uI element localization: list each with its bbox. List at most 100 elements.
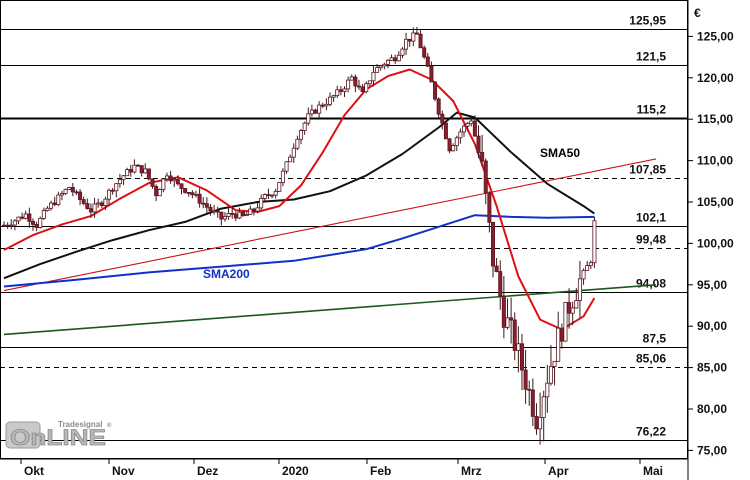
candle-body-129 — [469, 120, 474, 125]
candle-body-4 — [16, 216, 21, 222]
x-tick-label-5: Mrz — [461, 464, 482, 478]
candle-body-125 — [454, 137, 459, 146]
candle-body-116 — [422, 47, 427, 58]
candle-body-92 — [335, 89, 340, 97]
candle-body-112 — [407, 38, 412, 42]
candle-body-54 — [197, 193, 202, 204]
candle-body-18 — [67, 187, 72, 190]
candle-body-90 — [327, 96, 332, 105]
candle-body-163 — [592, 220, 597, 264]
candle-body-126 — [458, 131, 463, 139]
horizontal-levels: 125,95 121,5 115,2 107,85 102,1 99,48 94,08 87,… — [0, 14, 688, 441]
green-trend-line — [3, 284, 657, 336]
candle-body-161 — [585, 265, 590, 271]
candle-body-27 — [99, 202, 104, 206]
logo-registered: ® — [107, 422, 112, 429]
moving-average-lines — [3, 68, 596, 331]
candle-body-117 — [425, 56, 430, 67]
candle-body-25 — [92, 203, 97, 213]
candle-body-15 — [56, 194, 61, 205]
candle-body-108 — [393, 57, 398, 62]
level-label-8: 85,06 — [636, 352, 666, 366]
candle-body-133 — [483, 160, 488, 194]
candle-body-59 — [215, 210, 220, 213]
candle-body-144 — [523, 369, 528, 390]
candle-body-86 — [313, 109, 318, 114]
candle-body-56 — [204, 203, 209, 208]
candle-body-74 — [270, 194, 275, 197]
candle-body-53 — [193, 193, 198, 196]
candle-body-80 — [291, 147, 296, 158]
candle-body-131 — [476, 135, 481, 153]
x-tick-label-4: Feb — [370, 464, 391, 478]
series-sma20 — [3, 68, 596, 331]
candle-body-32 — [117, 179, 122, 185]
candle-body-99 — [360, 86, 365, 93]
candle-body-49 — [179, 183, 184, 189]
candle-body-78 — [284, 161, 289, 172]
candle-body-137 — [498, 271, 503, 297]
candle-body-110 — [400, 48, 405, 56]
candle-body-51 — [186, 192, 191, 194]
candle-body-155 — [563, 302, 568, 342]
candle-body-3 — [12, 220, 17, 226]
candle-body-132 — [480, 152, 485, 162]
candle-body-113 — [411, 32, 416, 42]
candle-body-11 — [41, 210, 46, 219]
candle-body-64 — [233, 213, 238, 219]
level-label-2: 115,2 — [637, 103, 667, 117]
candle-body-103 — [375, 67, 380, 73]
candle-body-14 — [52, 202, 57, 205]
y-tick-label-0: 125,00 — [697, 29, 734, 43]
candle-body-68 — [248, 208, 253, 215]
candle-body-146 — [530, 389, 535, 417]
candle-body-102 — [371, 71, 376, 82]
candle-body-7 — [27, 213, 32, 222]
candle-body-33 — [121, 175, 126, 181]
candle-body-111 — [404, 38, 409, 50]
y-tick-label-10: 75,00 — [697, 443, 727, 457]
candle-body-98 — [356, 85, 361, 88]
candle-body-153 — [556, 327, 561, 362]
y-tick-label-4: 105,00 — [697, 195, 734, 209]
candle-body-12 — [45, 207, 50, 211]
candle-body-65 — [237, 211, 242, 219]
candle-body-138 — [501, 295, 506, 328]
candle-body-159 — [577, 278, 582, 301]
candle-body-104 — [378, 65, 383, 68]
candle-body-75 — [273, 191, 278, 196]
candle-body-136 — [494, 265, 499, 272]
candle-body-148 — [538, 417, 543, 430]
x-tick-label-7: Mai — [643, 464, 663, 478]
candle-body-130 — [472, 120, 477, 137]
candles — [2, 26, 597, 445]
logo-word: OnLINE — [10, 425, 106, 450]
candle-body-55 — [201, 202, 206, 205]
candle-body-142 — [516, 343, 521, 351]
y-tick-label-6: 95,00 — [697, 278, 727, 292]
candle-body-76 — [277, 182, 282, 192]
candle-body-29 — [107, 189, 112, 200]
x-tick-label-0: Okt — [24, 464, 44, 478]
sma200-annotation: SMA200 — [203, 267, 250, 281]
candle-body-82 — [299, 130, 304, 140]
candle-body-96 — [349, 76, 354, 81]
candle-body-30 — [110, 189, 115, 192]
candle-body-0 — [2, 224, 7, 227]
candle-body-17 — [63, 189, 68, 194]
candle-body-120 — [436, 98, 441, 115]
candle-body-73 — [266, 194, 271, 196]
candle-body-60 — [219, 211, 224, 220]
candle-body-134 — [487, 192, 492, 223]
candle-body-35 — [128, 169, 133, 173]
candle-body-87 — [317, 104, 322, 114]
trendlines — [3, 158, 657, 336]
candle-body-50 — [183, 188, 188, 193]
level-label-4: 102,1 — [636, 211, 666, 225]
x-axis-ticks: Okt Nov Dez 2020 Feb Mrz Apr Mai — [20, 459, 663, 478]
y-tick-label-3: 110,00 — [697, 154, 733, 168]
candle-body-2 — [9, 224, 14, 227]
candle-body-127 — [462, 125, 467, 133]
